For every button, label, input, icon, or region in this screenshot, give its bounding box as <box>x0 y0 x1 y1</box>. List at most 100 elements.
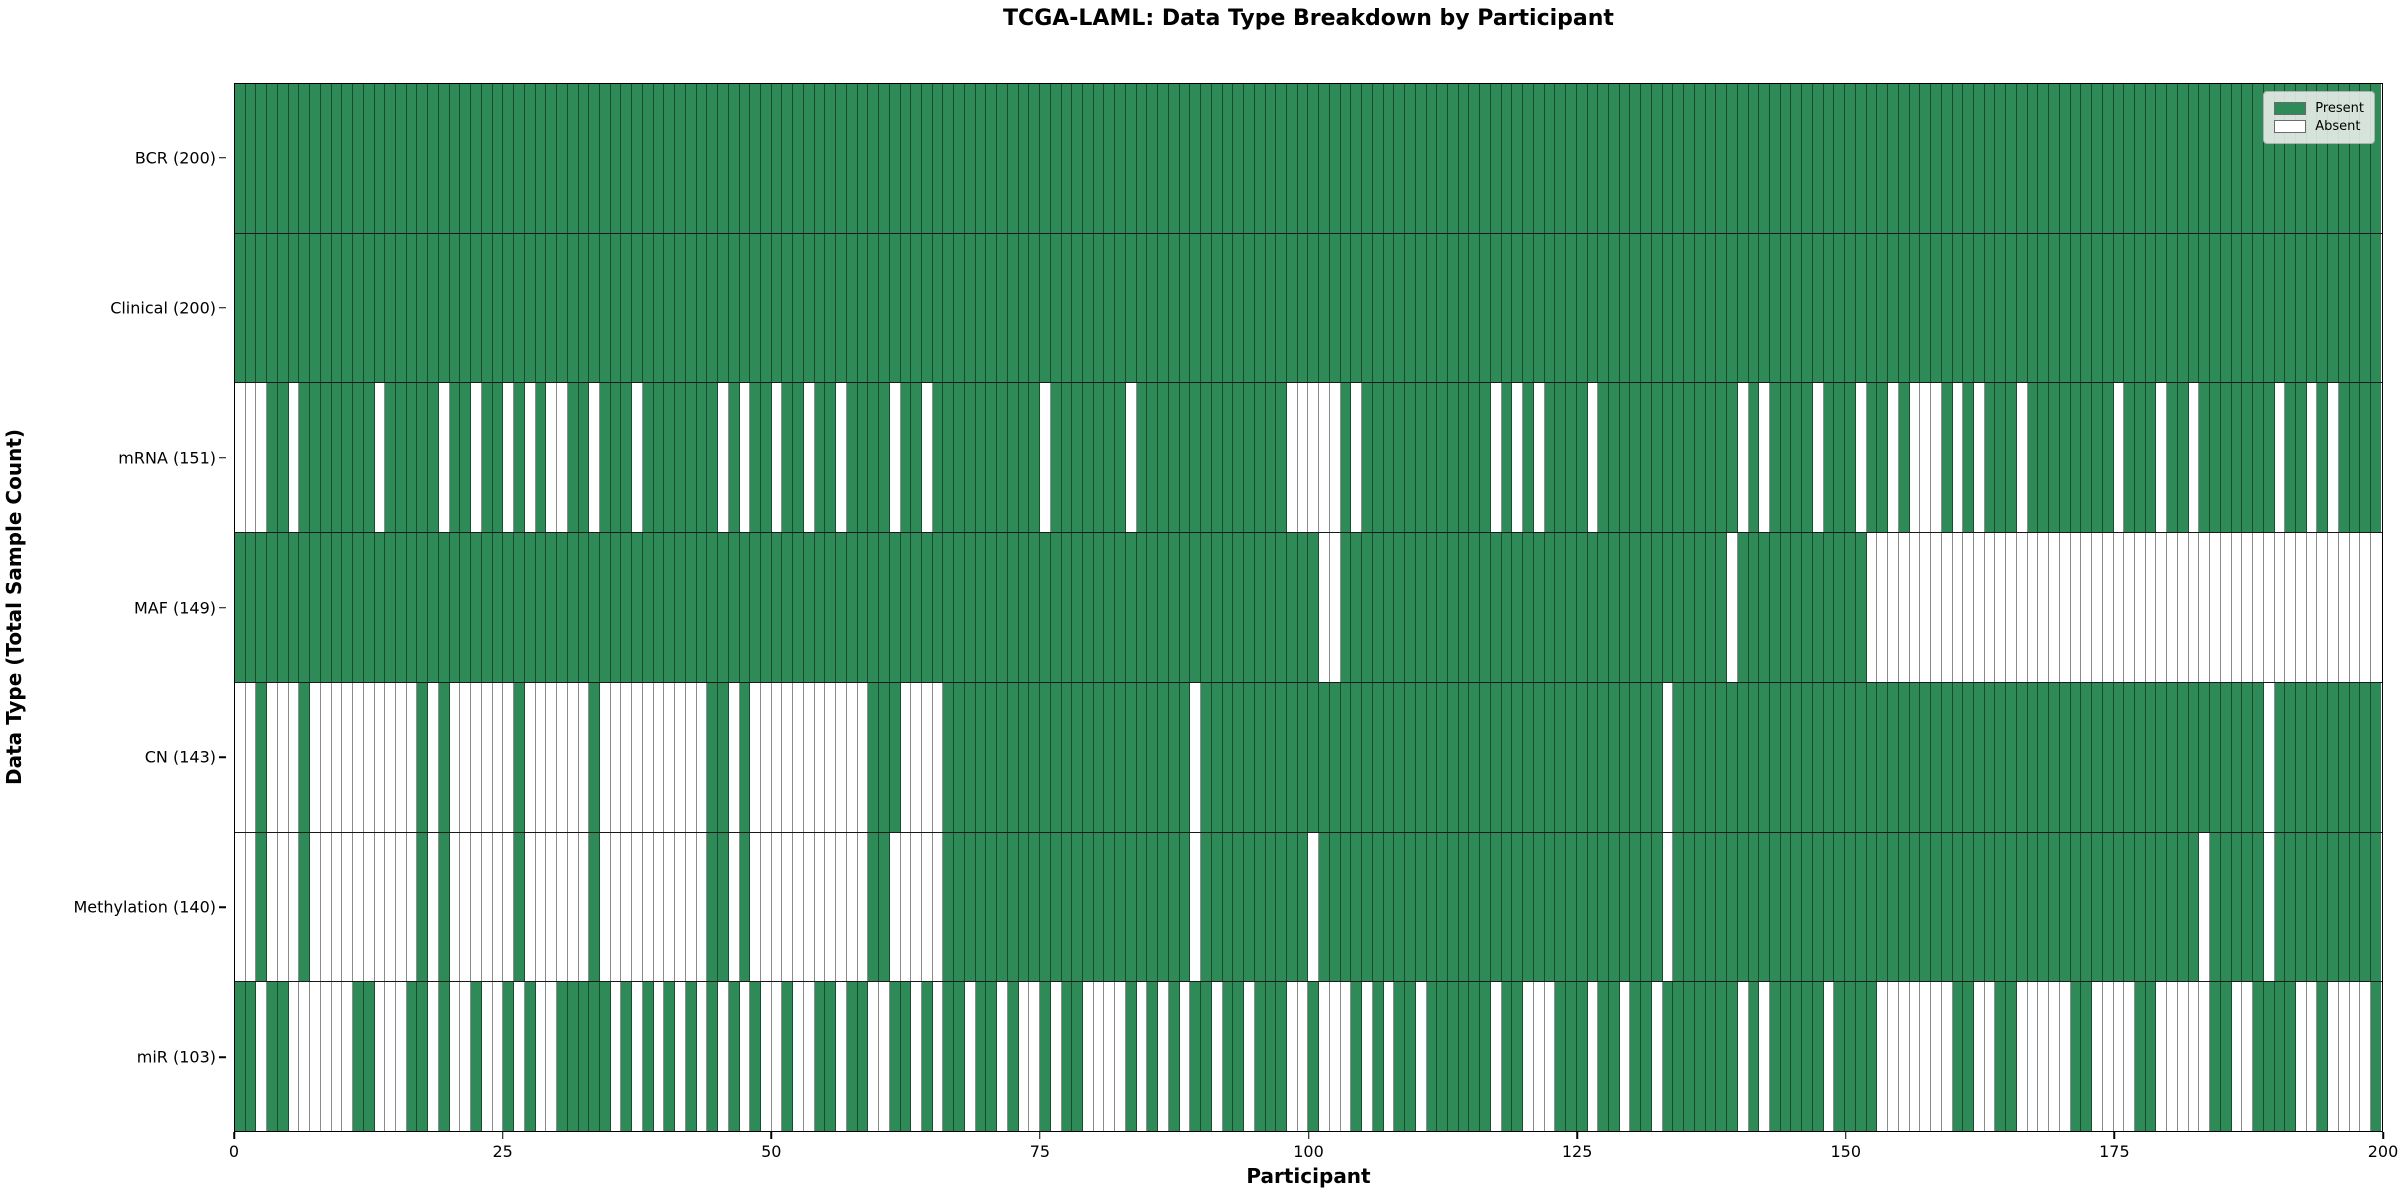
heatmap-cell <box>1641 832 1652 982</box>
heatmap-cell <box>2145 682 2157 832</box>
heatmap-cell <box>1533 84 1545 233</box>
heatmap-cell <box>793 832 804 982</box>
heatmap-cell <box>2306 832 2318 982</box>
heatmap-cell <box>964 233 976 383</box>
heatmap-cell <box>1072 982 1084 1132</box>
heatmap-cell <box>1759 233 1771 383</box>
heatmap-cell <box>1254 832 1266 982</box>
heatmap-cell <box>2199 533 2211 682</box>
heatmap-cell <box>1394 982 1406 1132</box>
heatmap-cell <box>1083 832 1094 982</box>
heatmap-cell <box>1007 832 1019 982</box>
heatmap-cell <box>1190 832 1202 982</box>
heatmap-cell <box>2296 84 2307 233</box>
heatmap-cell <box>1684 533 1695 682</box>
heatmap-cell <box>1190 533 1202 682</box>
heatmap-cell <box>803 84 815 233</box>
heatmap-cell <box>1823 682 1835 832</box>
heatmap-cell <box>1995 383 2007 533</box>
heatmap-cell <box>256 982 268 1132</box>
heatmap-cell <box>857 383 869 533</box>
heatmap-cell <box>1254 682 1266 832</box>
heatmap-cell <box>1920 982 1932 1132</box>
heatmap-cell <box>460 233 472 383</box>
heatmap-cell <box>1029 982 1041 1132</box>
heatmap-cell <box>868 383 880 533</box>
heatmap-cell <box>1061 533 1073 682</box>
heatmap-cell <box>1651 832 1663 982</box>
heatmap-cell <box>696 84 708 233</box>
heatmap-cell <box>1973 982 1985 1132</box>
heatmap-cell <box>922 982 933 1132</box>
heatmap-cell <box>1512 982 1524 1132</box>
heatmap-cell <box>2102 533 2114 682</box>
heatmap-cell <box>653 832 665 982</box>
heatmap-cell <box>385 383 397 533</box>
heatmap-cell <box>2177 832 2189 982</box>
heatmap-cell <box>857 233 869 383</box>
heatmap-cell <box>1458 84 1470 233</box>
heatmap-cell <box>889 533 901 682</box>
heatmap-cell <box>1362 682 1373 832</box>
heatmap-cell <box>428 233 439 383</box>
heatmap-cell <box>1297 682 1309 832</box>
heatmap-cell <box>632 383 643 533</box>
heatmap-cell <box>578 84 590 233</box>
heatmap-cell <box>750 383 761 533</box>
legend-entry: Absent <box>2274 119 2364 134</box>
heatmap-cell <box>1802 84 1813 233</box>
heatmap-cell <box>1973 84 1985 233</box>
heatmap-cell <box>1694 533 1706 682</box>
heatmap-cell <box>2188 233 2200 383</box>
heatmap-cell <box>1007 233 1019 383</box>
heatmap-cell <box>2306 383 2318 533</box>
heatmap-cell <box>1533 832 1545 982</box>
heatmap-cell <box>2102 982 2114 1132</box>
heatmap-cell <box>396 84 407 233</box>
heatmap-cell <box>1855 233 1867 383</box>
heatmap-cell <box>2038 383 2050 533</box>
heatmap-cell <box>1780 84 1792 233</box>
heatmap-cell <box>685 233 697 383</box>
heatmap-cell <box>535 682 547 832</box>
heatmap-cell <box>310 533 321 682</box>
heatmap-cell <box>567 233 579 383</box>
heatmap-cell <box>2092 832 2103 982</box>
heatmap-cell <box>1319 682 1330 832</box>
heatmap-cell <box>2328 682 2339 832</box>
heatmap-cell <box>1040 533 1051 682</box>
heatmap-cell <box>2145 982 2157 1132</box>
heatmap-cell <box>1694 233 1706 383</box>
heatmap-cell <box>1351 982 1363 1132</box>
heatmap-cell <box>1630 383 1642 533</box>
heatmap-cell <box>825 533 837 682</box>
heatmap-cell <box>1963 982 1974 1132</box>
heatmap-cell <box>2188 84 2200 233</box>
heatmap-cell <box>1190 982 1202 1132</box>
heatmap-cell <box>1802 233 1813 383</box>
heatmap-cell <box>1533 233 1545 383</box>
heatmap-cell <box>739 383 751 533</box>
heatmap-cell <box>514 233 525 383</box>
heatmap-cell <box>675 533 686 682</box>
heatmap-cell <box>1877 682 1889 832</box>
heatmap-cell <box>621 533 633 682</box>
heatmap-cell <box>492 233 504 383</box>
heatmap-cell <box>1158 982 1169 1132</box>
heatmap-cell <box>2349 832 2361 982</box>
heatmap-cell <box>621 84 633 233</box>
heatmap-cell <box>1501 982 1513 1132</box>
heatmap-cell <box>653 982 665 1132</box>
heatmap-cell <box>1566 982 1577 1132</box>
heatmap-cell <box>267 682 278 832</box>
heatmap-cell <box>1855 533 1867 682</box>
heatmap-cell <box>471 533 482 682</box>
heatmap-cell <box>2027 533 2039 682</box>
heatmap-cell <box>1211 682 1223 832</box>
heatmap-cell <box>567 682 579 832</box>
heatmap-cell <box>546 383 558 533</box>
heatmap-cell <box>1512 383 1524 533</box>
heatmap-cell <box>1673 533 1685 682</box>
heatmap-cell <box>256 832 268 982</box>
heatmap-cell <box>1544 533 1556 682</box>
